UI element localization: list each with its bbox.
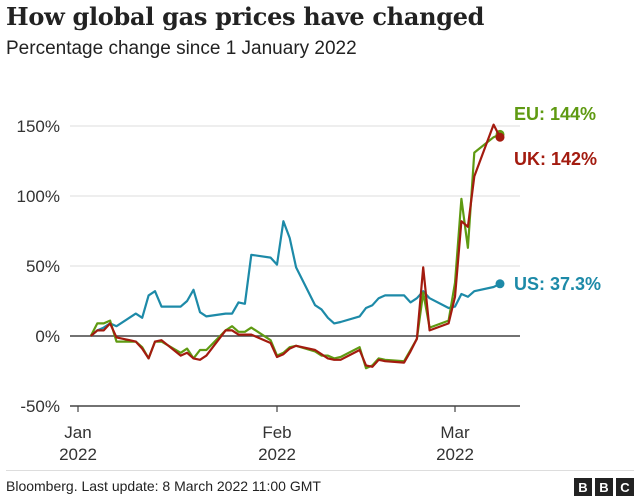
series-label-uk: UK: 142% (514, 149, 597, 169)
end-point-us (495, 279, 505, 289)
x-tick-label: Jan (64, 423, 91, 442)
y-tick-label: -50% (20, 397, 60, 416)
series-line-eu (89, 133, 501, 370)
source-note: Bloomberg. Last update: 8 March 2022 11:… (6, 478, 321, 494)
x-tick-label: 2022 (59, 445, 97, 464)
chart-title: How global gas prices have changed (6, 2, 485, 31)
footer-divider (6, 470, 634, 471)
series-label-eu: EU: 144% (514, 104, 596, 124)
x-tick-label: 2022 (258, 445, 296, 464)
x-tick-label: 2022 (436, 445, 474, 464)
series-line-uk (90, 123, 501, 368)
x-tick-label: Mar (440, 423, 470, 442)
line-chart: -50% 0% 50% 100% 150% Jan 2022 Feb 2022 Mar 2022 US… (17, 104, 602, 464)
chart-subtitle: Percentage change since 1 January 2022 (6, 38, 357, 59)
end-point-uk (495, 132, 505, 142)
x-tick-label: Feb (262, 423, 291, 442)
series-label-us: US: 37.3% (514, 274, 601, 294)
y-tick-label: 50% (26, 257, 60, 276)
y-tick-label: 100% (17, 187, 60, 206)
y-tick-label: 0% (35, 327, 60, 346)
series-line-us (90, 220, 501, 337)
y-tick-label: 150% (17, 117, 60, 136)
